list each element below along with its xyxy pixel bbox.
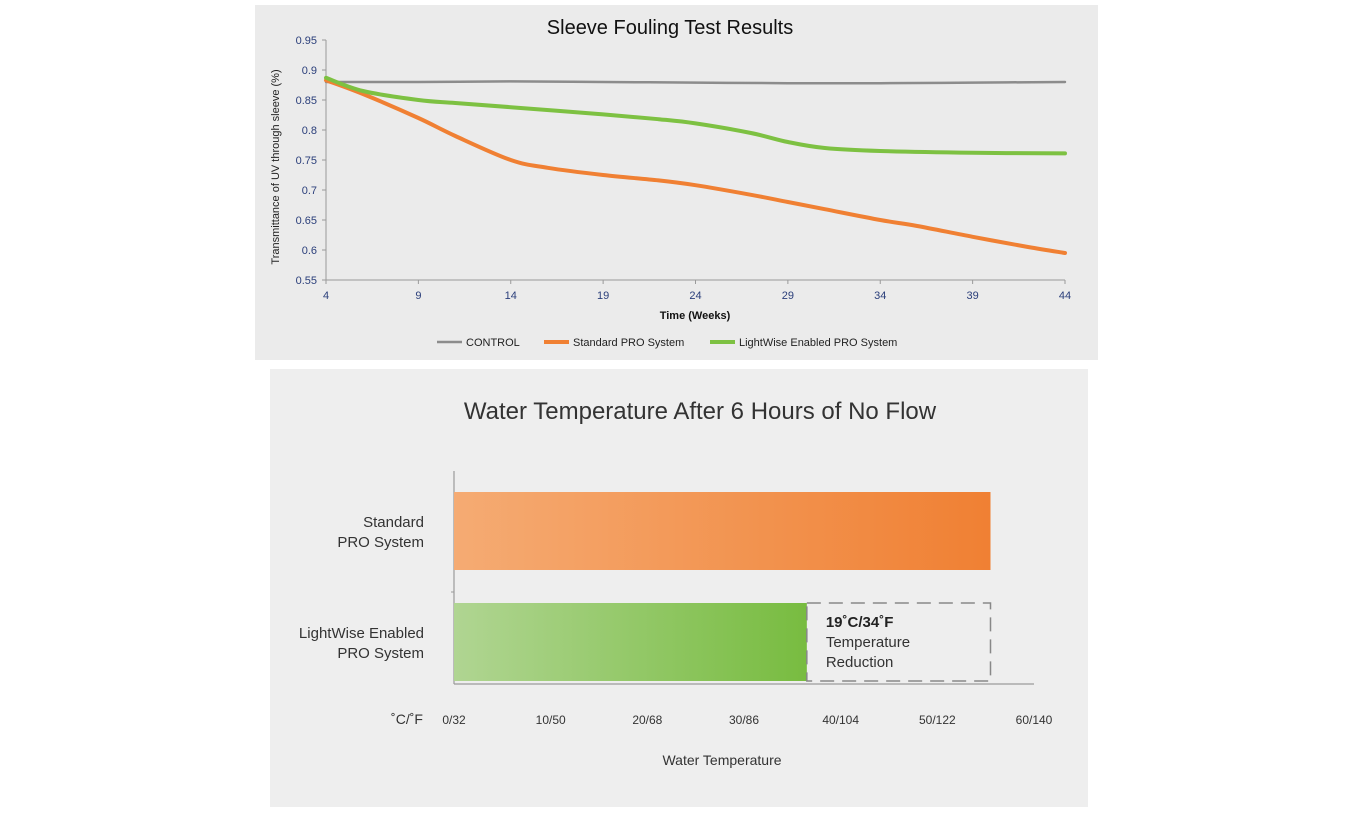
x-tick-label: 9 xyxy=(415,290,421,302)
x-tick-label: 30/86 xyxy=(729,713,759,727)
legend-entry: CONTROL xyxy=(466,337,520,349)
y-tick-label: 0.55 xyxy=(296,275,317,287)
x-tick-label: 4 xyxy=(323,290,329,302)
x-tick-label: 20/68 xyxy=(632,713,662,727)
x-tick-label: 10/50 xyxy=(536,713,566,727)
standard-series-line xyxy=(324,78,1067,255)
reduction-label: Temperature xyxy=(826,634,910,651)
y-tick-label: 0.85 xyxy=(296,95,317,107)
y-tick-label: 0.95 xyxy=(296,35,317,47)
category-label: LightWise Enabled xyxy=(299,625,424,642)
reduction-value: 19˚C/34˚F xyxy=(826,614,894,631)
x-tick-label: 14 xyxy=(505,290,517,302)
sleeve-fouling-chart: Sleeve Fouling Test Results Transmittanc… xyxy=(270,17,1071,349)
x-tick-label: 60/140 xyxy=(1016,713,1053,727)
x-axis-label: Time (Weeks) xyxy=(660,310,731,322)
legend-entry: LightWise Enabled PRO System xyxy=(739,337,897,349)
legend-entry: Standard PRO System xyxy=(573,337,684,349)
category-label: Standard xyxy=(363,514,424,531)
category-label: PRO System xyxy=(337,645,424,662)
reduction-dashed-box xyxy=(806,602,992,682)
x-tick-label: 39 xyxy=(967,290,979,302)
x-axis-label: Water Temperature xyxy=(662,752,781,768)
x-tick-label: 24 xyxy=(689,290,701,302)
y-tick-label: 0.9 xyxy=(302,65,317,77)
water-temperature-panel: Water Temperature After 6 Hours of No Fl… xyxy=(270,369,1088,807)
reduction-label: Reduction xyxy=(826,654,894,671)
chart-title: Water Temperature After 6 Hours of No Fl… xyxy=(464,398,937,425)
category-label: PRO System xyxy=(337,534,424,551)
lightwise-pro-bar xyxy=(454,603,807,681)
x-tick-label: 40/104 xyxy=(822,713,859,727)
lightwise-series-line xyxy=(324,75,1067,156)
unit-label: ˚C/˚F xyxy=(391,711,423,727)
standard-pro-bar xyxy=(454,492,991,570)
y-tick-label: 0.75 xyxy=(296,155,317,167)
x-tick-label: 29 xyxy=(782,290,794,302)
y-tick-label: 0.7 xyxy=(302,185,317,197)
sleeve-fouling-panel: Sleeve Fouling Test Results Transmittanc… xyxy=(255,5,1098,360)
water-temperature-chart: Water Temperature After 6 Hours of No Fl… xyxy=(299,398,1053,768)
y-axis-label: Transmittance of UV through sleeve (%) xyxy=(270,69,282,264)
x-tick-label: 34 xyxy=(874,290,886,302)
control-series-line xyxy=(324,80,1067,85)
x-tick-label: 44 xyxy=(1059,290,1071,302)
x-tick-label: 50/122 xyxy=(919,713,956,727)
x-tick-label: 0/32 xyxy=(442,713,466,727)
y-tick-label: 0.65 xyxy=(296,215,317,227)
chart-title: Sleeve Fouling Test Results xyxy=(547,17,793,39)
temperature-reduction-annotation: 19˚C/34˚F Temperature Reduction xyxy=(806,602,992,682)
x-tick-label: 19 xyxy=(597,290,609,302)
y-tick-label: 0.8 xyxy=(302,125,317,137)
y-tick-label: 0.6 xyxy=(302,245,317,257)
